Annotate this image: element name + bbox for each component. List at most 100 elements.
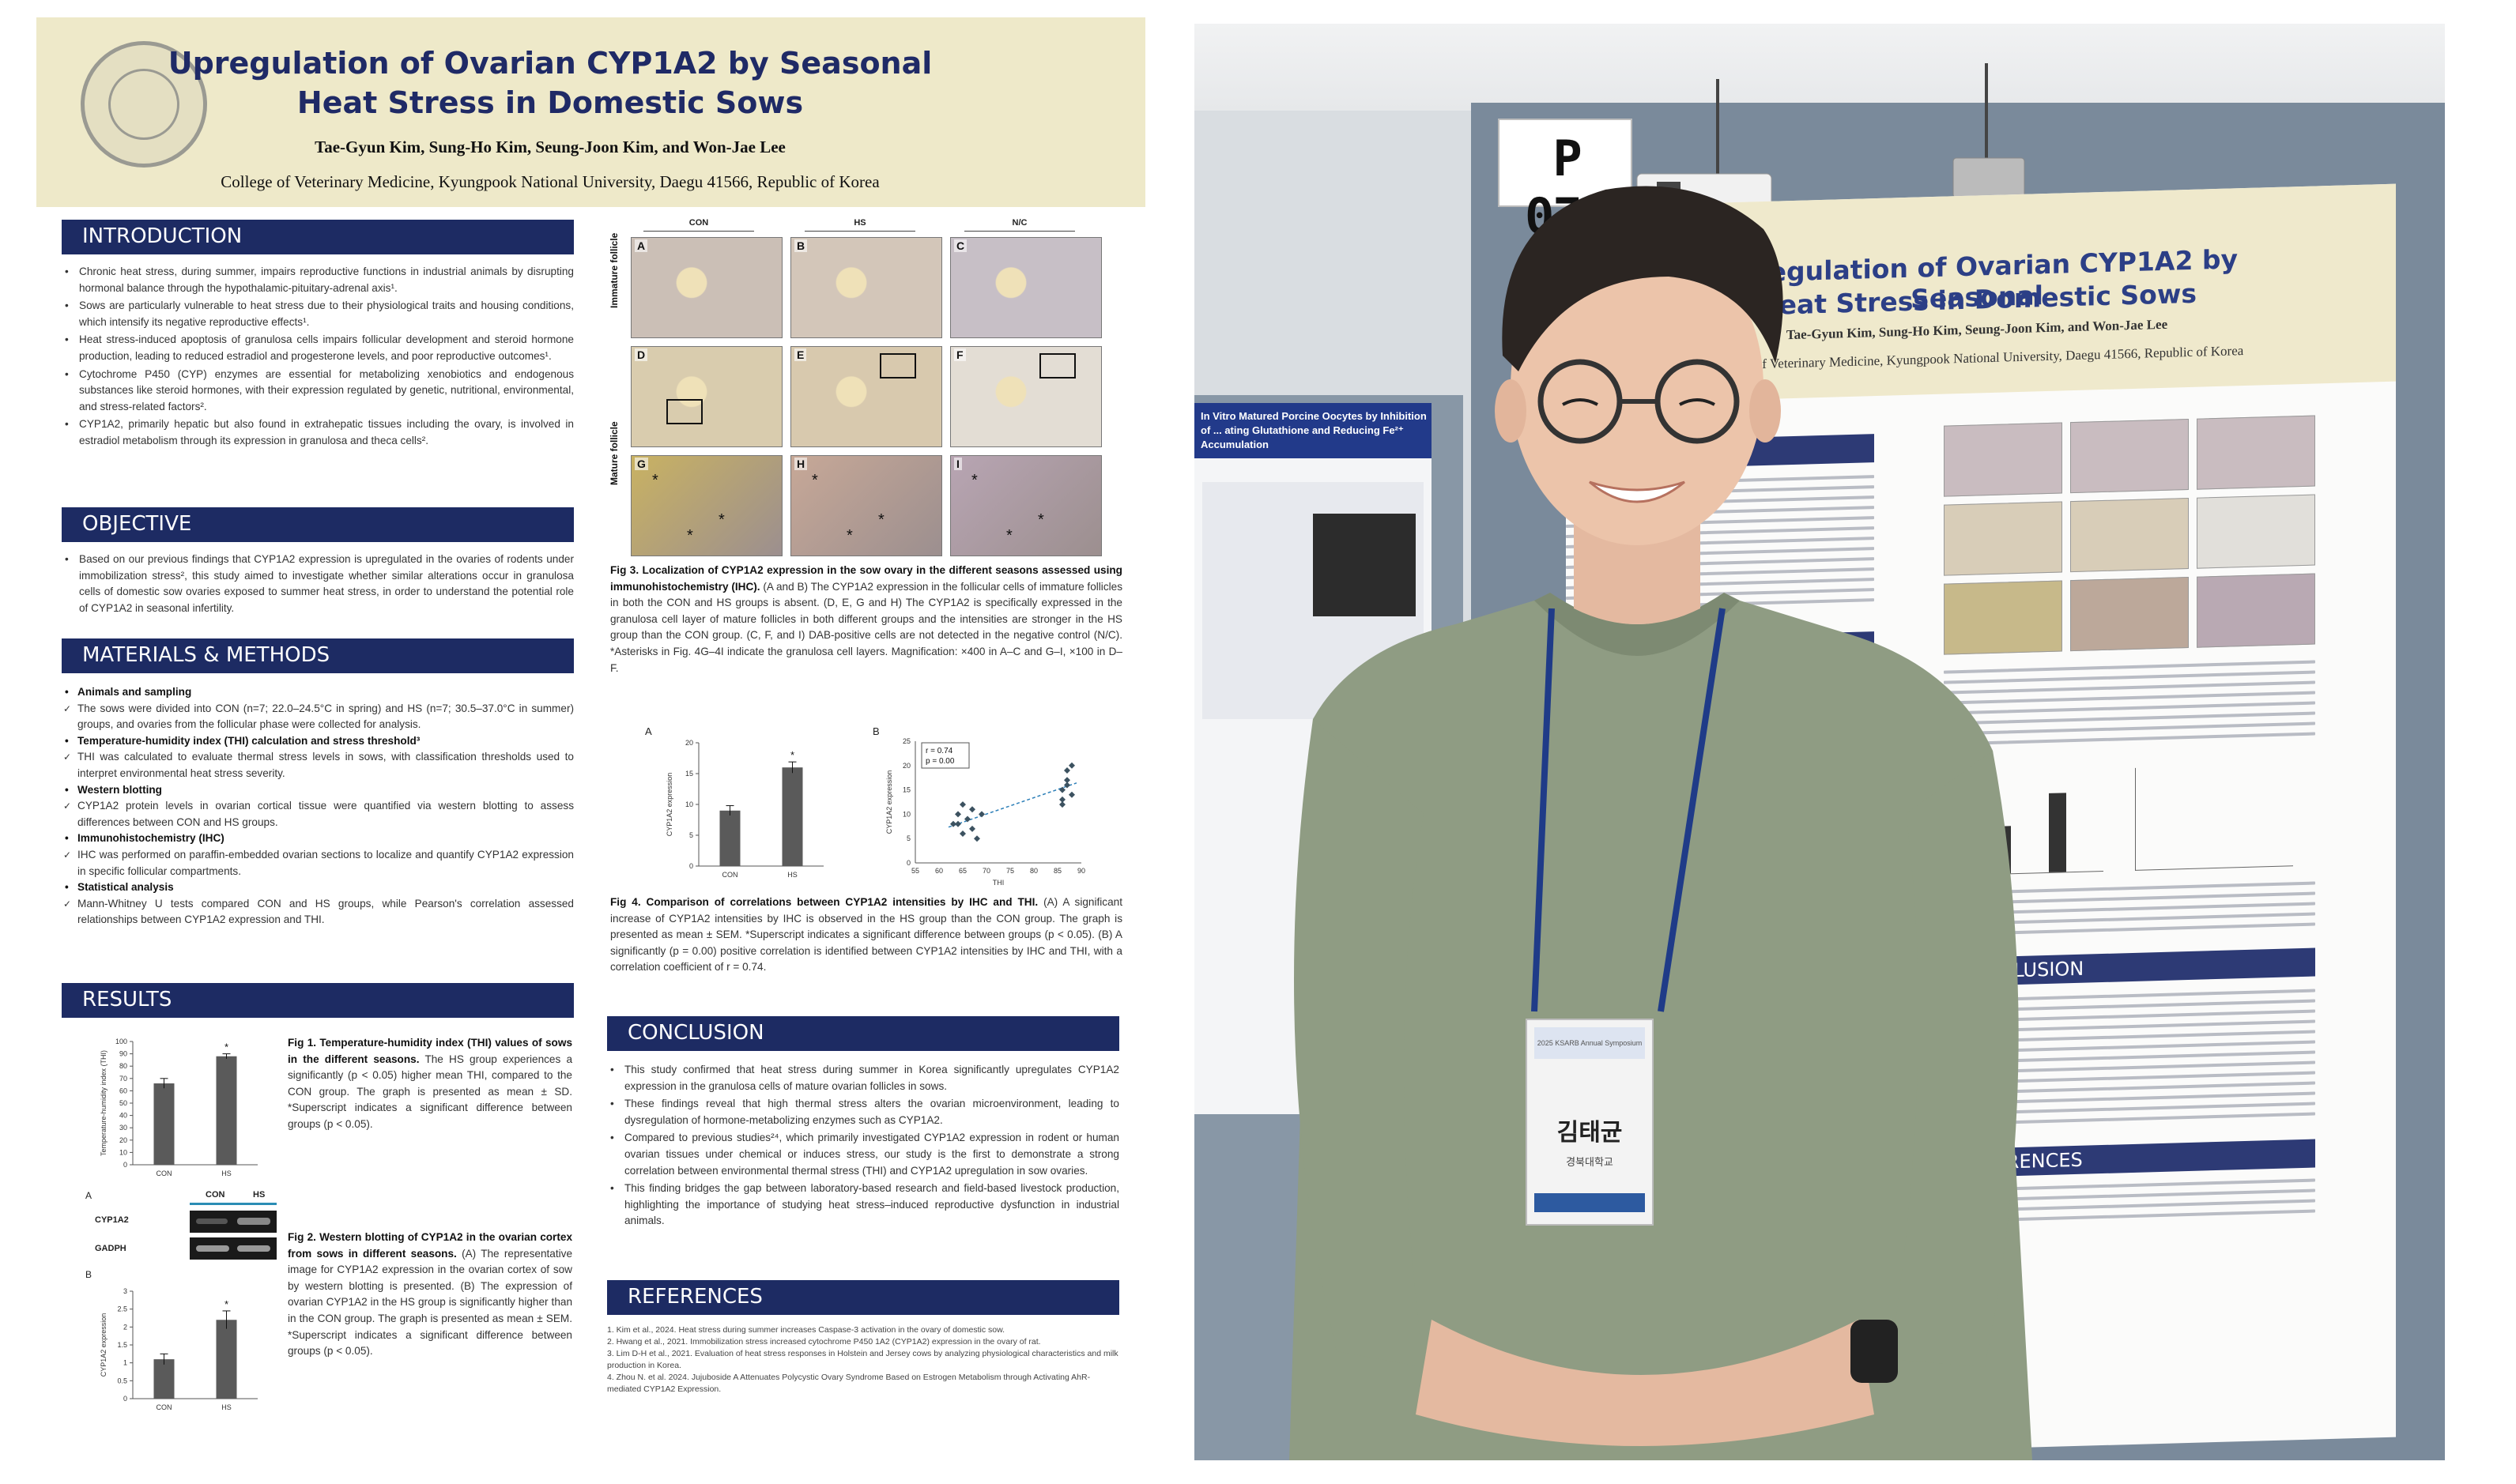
fig1-bar-chart: 0 10 20 30 40 50 60 70 80 90 100 Temperature-humidi… (100, 1038, 258, 1177)
x-axis-label: THI (993, 879, 1005, 887)
introduction-list: Chronic heat stress, during summer, impa… (62, 264, 574, 451)
fig3-panel-a: A (631, 237, 783, 338)
y-tick-label: 10 (685, 800, 693, 808)
x-tick-label: 75 (1006, 867, 1014, 875)
objective-heading: OBJECTIVE (62, 507, 574, 542)
poster-affiliation: College of Veterinary Medicine, Kyungpoo… (221, 172, 880, 191)
introduction-heading: INTRODUCTION (62, 220, 574, 254)
fig3-panel-label: H (794, 458, 808, 470)
r-value-label: r = 0.74 (926, 747, 953, 755)
methods-item-body: THI was calculated to evaluate thermal s… (62, 749, 574, 782)
list-item: Heat stress-induced apoptosis of granulo… (62, 332, 574, 364)
y-tick-label: 60 (119, 1087, 127, 1094)
list-item: CYP1A2, primarily hepatic but also found… (62, 416, 574, 449)
zoom-box (880, 353, 916, 379)
fig3-panel-label: E (794, 348, 807, 361)
list-item: Temperature-humidity index (THI) calcula… (62, 733, 574, 782)
fig3-panel-label: C (954, 239, 968, 252)
fig3-row-mature: Mature follicle (609, 421, 620, 485)
y-tick-label: 10 (903, 810, 911, 818)
fig4b-scatter-chart: 0 5 10 15 20 25 55 60 65 70 75 80 85 90 THI CYP1A2 expr… (885, 737, 1085, 887)
fig3-panel-label: D (635, 348, 648, 361)
bar (216, 1056, 237, 1165)
y-tick-label: 40 (119, 1112, 127, 1120)
methods-item-head: Statistical analysis (62, 879, 574, 896)
fig3-panel-i: I * * * (950, 455, 1102, 556)
fig2-caption-title: Fig 2. Western blotting of CYP1A2 in the… (288, 1231, 572, 1260)
blot-panel-b-label: B (85, 1269, 92, 1280)
stats-box (921, 742, 970, 769)
references-heading: REFERENCES (607, 1280, 1119, 1315)
fig3-panel-f: F (950, 346, 1102, 447)
blot-hs-label: HS (253, 1190, 266, 1200)
blot-row-cyp1a2: CYP1A2 (95, 1215, 129, 1225)
list-item: This study confirmed that heat stress du… (607, 1062, 1119, 1094)
scatter-point (1064, 777, 1070, 784)
granulosa-asterisk: * (1038, 511, 1044, 529)
fig3-row-immature: Immature follicle (609, 232, 620, 308)
methods-item-body: The sows were divided into CON (n=7; 22.… (62, 701, 574, 733)
fig3-caption-title: Fig 3. Localization of CYP1A2 expression… (610, 564, 1122, 593)
methods-list: Animals and sampling The sows were divid… (62, 684, 574, 928)
fig2-caption-text: (A) The representative image for CYP1A2 … (288, 1247, 573, 1358)
y-tick-label: 0 (689, 862, 693, 870)
blot-panel-a-label: A (85, 1190, 92, 1201)
fig3-micrograph-grid: CON HS N/C Immature follicle Mature foll… (609, 218, 1127, 564)
scatter-point (1059, 801, 1066, 808)
reference-item: 1. Kim et al., 2024. Heat stress during … (607, 1325, 1005, 1335)
reference-item: 3. Lim D-H et al., 2021. Evaluation of h… (607, 1349, 1118, 1370)
y-tick-label: 25 (903, 737, 911, 745)
objective-list: Based on our previous findings that CYP1… (62, 552, 574, 618)
x-tick-label: 80 (1030, 867, 1038, 875)
references-list: 1. Kim et al., 2024. Heat stress during … (607, 1324, 1119, 1395)
y-axis-label: Temperature-humidity index (THI) (100, 1050, 108, 1156)
bar (782, 767, 803, 866)
x-tick-label: HS (221, 1169, 232, 1177)
bar (216, 1320, 237, 1399)
fig1-caption: Fig 1. Temperature-humidity index (THI) … (288, 1035, 572, 1133)
scatter-point (960, 831, 966, 838)
x-tick-label: HS (787, 871, 798, 879)
y-tick-label: 30 (119, 1124, 127, 1132)
granulosa-asterisk: * (719, 511, 725, 529)
booth-photo: In Vitro Matured Porcine Oocytes by Inhi… (1194, 24, 2445, 1460)
y-tick-label: 20 (685, 739, 693, 747)
list-item: Sows are particularly vulnerable to heat… (62, 298, 574, 330)
y-tick-label: 100 (115, 1038, 127, 1045)
methods-heading: MATERIALS & METHODS (62, 638, 574, 673)
results-heading: RESULTS (62, 983, 574, 1018)
scatter-point (1064, 766, 1070, 774)
y-tick-label: 0.5 (117, 1377, 127, 1384)
fig4-caption-text: (A) A significant increase of CYP1A2 int… (610, 896, 1122, 974)
blot-band-gapdh (190, 1237, 277, 1260)
conclusion-heading: CONCLUSION (607, 1016, 1119, 1051)
fig3-caption-text: (A and B) The CYP1A2 expression in the f… (610, 580, 1123, 674)
significance-asterisk: * (224, 1041, 228, 1053)
scatter-point (955, 820, 961, 827)
x-tick-label: 90 (1077, 867, 1085, 875)
list-item: Statistical analysis Mann-Whitney U test… (62, 879, 574, 928)
y-axis-label: CYP1A2 expression (100, 1313, 108, 1377)
fig3-panel-g: G * * * (631, 455, 783, 556)
poster-title-line1: Upregulation of Ovarian CYP1A2 by Season… (168, 46, 933, 81)
granulosa-asterisk: * (1006, 527, 1013, 544)
list-item: Animals and sampling The sows were divid… (62, 684, 574, 733)
fig3-panel-label: I (954, 458, 962, 470)
y-tick-label: 0 (907, 859, 911, 867)
x-tick-label: 55 (911, 867, 919, 875)
list-item: This finding bridges the gap between lab… (607, 1181, 1119, 1230)
granulosa-asterisk: * (687, 527, 693, 544)
x-tick-label: CON (722, 871, 738, 879)
fig4-caption: Fig 4. Comparison of correlations betwee… (610, 895, 1122, 976)
x-tick-label: CON (157, 1403, 172, 1411)
list-item: Compared to previous studies²⁴, which pr… (607, 1130, 1119, 1179)
fig3-col-con: CON (628, 218, 770, 232)
scatter-point (969, 825, 975, 832)
fig3-caption: Fig 3. Localization of CYP1A2 expression… (610, 563, 1122, 676)
scatter-point (955, 811, 961, 818)
fig2b-bar-chart: 0 0.5 1 1.5 2 2.5 3 CYP1A2 expression CON HS * (100, 1287, 258, 1411)
methods-item-head: Immunohistochemistry (IHC) (62, 831, 574, 847)
fig2-caption: Fig 2. Western blotting of CYP1A2 in the… (288, 1230, 572, 1360)
list-item: Cytochrome P450 (CYP) enzymes are essent… (62, 367, 574, 416)
poster: Upregulation of Ovarian CYP1A2 by Season… (36, 17, 1145, 1463)
